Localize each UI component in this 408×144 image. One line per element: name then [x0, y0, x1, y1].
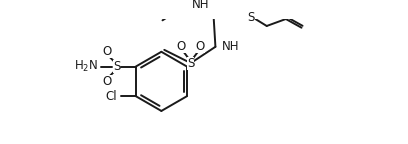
Text: O: O [196, 40, 205, 53]
Text: NH: NH [222, 40, 239, 53]
Text: O: O [102, 45, 112, 58]
Text: Cl: Cl [106, 90, 118, 103]
Text: O: O [177, 40, 186, 53]
Text: H$_2$N: H$_2$N [74, 59, 98, 74]
Text: S: S [247, 11, 255, 24]
Text: S: S [187, 57, 195, 70]
Text: O: O [102, 75, 112, 88]
Text: S: S [113, 60, 120, 73]
Text: NH: NH [191, 0, 209, 11]
